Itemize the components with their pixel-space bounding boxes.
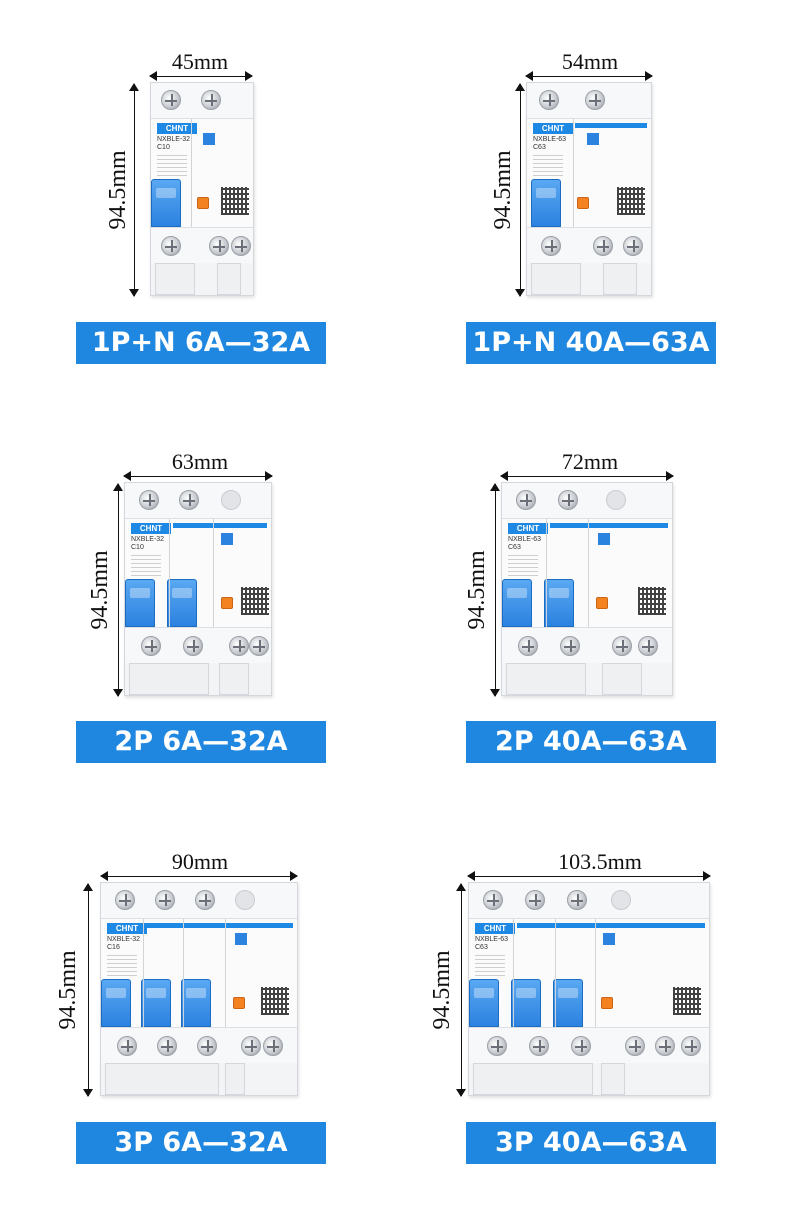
brand-logo: CHNT xyxy=(157,123,197,134)
product-spec-banner: 2P 40A—63A xyxy=(466,721,716,763)
height-dimension-label: 94.5mm xyxy=(464,550,490,630)
height-dimension-arrow xyxy=(83,883,93,1097)
width-dimension-label: 45mm xyxy=(171,49,229,74)
height-dimension-arrow xyxy=(515,83,525,297)
width-dimension-arrow xyxy=(100,871,298,881)
width-dimension-arrow xyxy=(123,471,273,481)
panel-1pn-40-63a: 54mm 94.5mm CHNT NXBLE-63 C63 1P+N 40A—63… xyxy=(395,0,790,400)
model-text: NXBLE-32 C10 xyxy=(131,536,165,551)
breaker-product-photo: CHNT NXBLE-63 C63 xyxy=(468,882,710,1096)
height-dimension-label: 94.5mm xyxy=(429,950,455,1030)
width-dimension-arrow xyxy=(149,71,253,81)
width-dimension-label: 63mm xyxy=(171,449,229,474)
width-dimension-arrow xyxy=(500,471,674,481)
brand-logo: CHNT xyxy=(508,523,548,534)
height-dimension-label: 94.5mm xyxy=(55,950,81,1030)
height-dimension-arrow xyxy=(490,483,500,697)
brand-logo: CHNT xyxy=(131,523,171,534)
model-text: NXBLE-63 C63 xyxy=(533,136,567,151)
width-dimension-label: 72mm xyxy=(561,449,619,474)
model-text: NXBLE-63 C63 xyxy=(475,936,509,951)
panel-3p-6-32a: 90mm 94.5mm CHNT NXBLE-32 C16 3P 6A—32A xyxy=(0,800,395,1200)
panel-2p-6-32a: 63mm 94.5mm CHNT NXBLE-32 C10 2P 6A—32A xyxy=(0,400,395,800)
height-dimension-label: 94.5mm xyxy=(87,550,113,630)
breaker-product-photo: CHNT NXBLE-32 C16 xyxy=(100,882,298,1096)
panel-2p-40-63a: 72mm 94.5mm CHNT NXBLE-63 C63 2P 40A—63A xyxy=(395,400,790,800)
panel-1pn-6-32a: 45mm 94.5mm CHNT NXBLE-32 C10 1P+N 6A—32A xyxy=(0,0,395,400)
product-spec-banner: 3P 40A—63A xyxy=(466,1122,716,1164)
product-spec-banner: 2P 6A—32A xyxy=(76,721,326,763)
breaker-product-photo: CHNT NXBLE-32 C10 xyxy=(150,82,254,296)
brand-logo: CHNT xyxy=(475,923,515,934)
height-dimension-label: 94.5mm xyxy=(490,150,516,230)
breaker-product-photo: CHNT NXBLE-63 C63 xyxy=(501,482,673,696)
height-dimension-arrow xyxy=(129,83,139,297)
breaker-product-photo: CHNT NXBLE-63 C63 xyxy=(526,82,652,296)
brand-logo: CHNT xyxy=(533,123,573,134)
height-dimension-label: 94.5mm xyxy=(105,150,131,230)
width-dimension-label: 90mm xyxy=(171,849,229,874)
height-dimension-arrow xyxy=(113,483,123,697)
breaker-product-photo: CHNT NXBLE-32 C10 xyxy=(124,482,272,696)
product-spec-banner: 1P+N 6A—32A xyxy=(76,322,326,364)
width-dimension-arrow xyxy=(467,871,711,881)
model-text: NXBLE-32 C16 xyxy=(107,936,141,951)
width-dimension-label: 103.5mm xyxy=(558,849,642,874)
width-dimension-label: 54mm xyxy=(561,49,619,74)
width-dimension-arrow xyxy=(525,71,653,81)
model-text: NXBLE-32 C10 xyxy=(157,136,191,151)
height-dimension-arrow xyxy=(456,883,466,1097)
model-text: NXBLE-63 C63 xyxy=(508,536,542,551)
product-spec-banner: 1P+N 40A—63A xyxy=(466,322,716,364)
product-spec-banner: 3P 6A—32A xyxy=(76,1122,326,1164)
panel-3p-40-63a: 103.5mm 94.5mm CHNT NXBLE-63 C63 3P 40A—6… xyxy=(395,800,790,1200)
brand-logo: CHNT xyxy=(107,923,147,934)
